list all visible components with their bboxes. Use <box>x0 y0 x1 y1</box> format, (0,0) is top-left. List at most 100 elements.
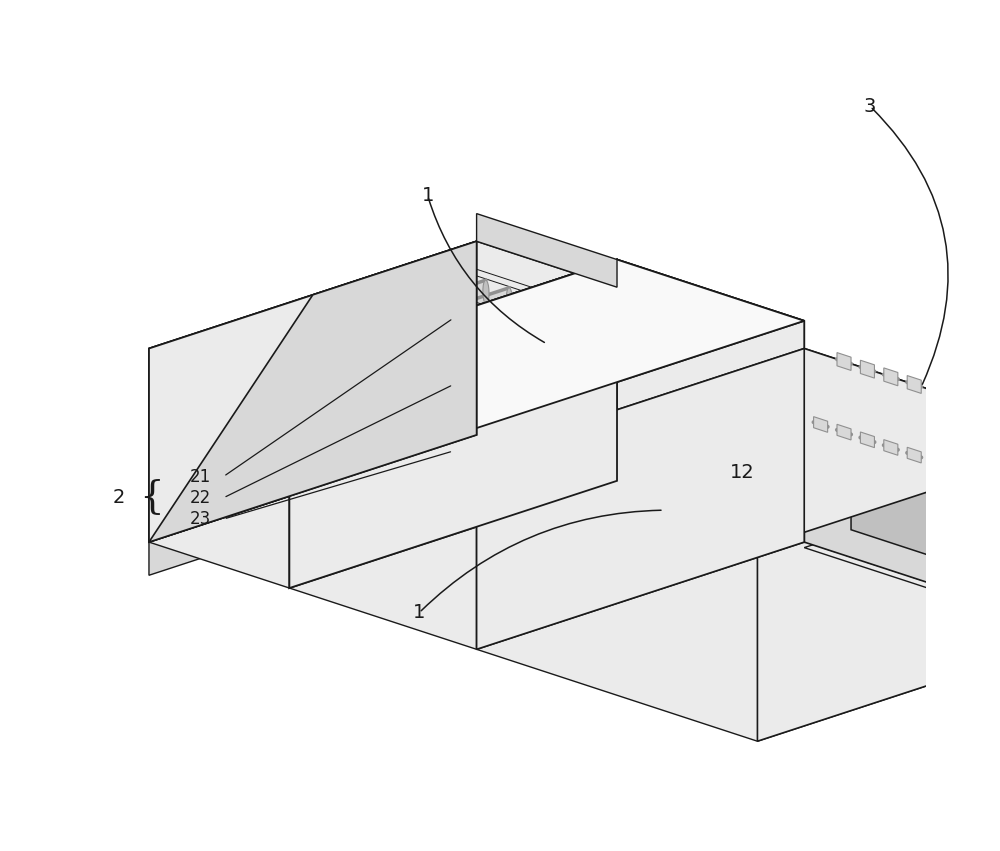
Polygon shape <box>851 391 1000 584</box>
Polygon shape <box>932 480 1000 573</box>
Polygon shape <box>961 471 1000 563</box>
Polygon shape <box>945 422 968 568</box>
Polygon shape <box>336 354 509 435</box>
Polygon shape <box>867 463 1000 567</box>
Polygon shape <box>954 463 968 478</box>
Polygon shape <box>360 362 533 443</box>
Polygon shape <box>506 387 512 412</box>
Polygon shape <box>954 391 968 408</box>
Polygon shape <box>357 452 363 476</box>
Polygon shape <box>357 352 363 376</box>
Polygon shape <box>149 242 477 542</box>
Polygon shape <box>954 492 1000 595</box>
Polygon shape <box>472 301 594 347</box>
Polygon shape <box>483 413 489 437</box>
Polygon shape <box>408 435 414 460</box>
Polygon shape <box>483 380 489 404</box>
Polygon shape <box>360 295 533 376</box>
Polygon shape <box>299 334 472 397</box>
Polygon shape <box>848 509 1000 620</box>
Polygon shape <box>903 489 1000 582</box>
Polygon shape <box>411 412 584 493</box>
Polygon shape <box>906 489 1000 601</box>
Polygon shape <box>408 501 414 526</box>
Polygon shape <box>310 437 316 460</box>
Polygon shape <box>964 471 1000 582</box>
Text: 12: 12 <box>730 463 755 482</box>
Polygon shape <box>931 383 945 401</box>
Polygon shape <box>336 387 509 468</box>
Polygon shape <box>530 295 536 320</box>
Polygon shape <box>877 499 1000 610</box>
Polygon shape <box>889 494 1000 587</box>
Polygon shape <box>998 505 1000 609</box>
Polygon shape <box>411 346 584 426</box>
Polygon shape <box>299 401 472 464</box>
Polygon shape <box>299 490 420 537</box>
Polygon shape <box>385 460 391 485</box>
Text: 1: 1 <box>421 186 434 205</box>
Polygon shape <box>931 455 945 471</box>
Polygon shape <box>558 305 564 328</box>
Polygon shape <box>385 361 391 386</box>
Polygon shape <box>860 432 874 448</box>
Polygon shape <box>299 457 420 504</box>
Polygon shape <box>149 435 477 575</box>
Polygon shape <box>884 368 898 386</box>
Polygon shape <box>860 360 874 378</box>
Polygon shape <box>411 312 584 393</box>
Polygon shape <box>149 242 477 542</box>
Polygon shape <box>977 471 991 486</box>
Polygon shape <box>976 465 1000 558</box>
Polygon shape <box>411 379 584 460</box>
Polygon shape <box>289 260 804 428</box>
Polygon shape <box>833 513 1000 625</box>
Polygon shape <box>360 395 533 476</box>
Polygon shape <box>472 368 594 414</box>
Polygon shape <box>860 504 1000 597</box>
Polygon shape <box>804 448 1000 575</box>
Polygon shape <box>837 425 851 440</box>
Polygon shape <box>299 268 472 331</box>
Polygon shape <box>581 346 587 369</box>
Text: 2: 2 <box>113 488 125 507</box>
Polygon shape <box>804 349 1000 634</box>
Polygon shape <box>907 375 921 393</box>
Polygon shape <box>558 437 564 461</box>
Polygon shape <box>991 461 1000 554</box>
Polygon shape <box>862 504 1000 615</box>
Text: {: { <box>139 479 163 517</box>
Polygon shape <box>477 321 804 649</box>
Polygon shape <box>483 280 489 305</box>
Polygon shape <box>819 518 1000 629</box>
Polygon shape <box>816 518 1000 611</box>
Polygon shape <box>313 413 486 494</box>
Polygon shape <box>299 301 472 364</box>
Polygon shape <box>978 465 1000 577</box>
Polygon shape <box>299 357 420 404</box>
Polygon shape <box>845 509 1000 601</box>
Polygon shape <box>506 321 512 346</box>
Polygon shape <box>333 378 339 402</box>
Polygon shape <box>388 371 561 452</box>
Polygon shape <box>336 242 477 481</box>
Polygon shape <box>477 349 804 649</box>
Polygon shape <box>411 445 584 526</box>
Polygon shape <box>360 328 533 409</box>
Polygon shape <box>310 470 316 494</box>
Polygon shape <box>935 480 1000 591</box>
Polygon shape <box>385 427 391 452</box>
Polygon shape <box>506 288 512 312</box>
Polygon shape <box>299 324 420 371</box>
Polygon shape <box>289 260 804 428</box>
Polygon shape <box>477 242 617 481</box>
Polygon shape <box>385 494 391 518</box>
Polygon shape <box>408 402 414 426</box>
Polygon shape <box>149 242 617 395</box>
Polygon shape <box>289 260 617 588</box>
Polygon shape <box>408 368 414 393</box>
Polygon shape <box>617 260 804 542</box>
Polygon shape <box>472 334 594 380</box>
Polygon shape <box>993 461 1000 572</box>
Polygon shape <box>907 448 921 463</box>
